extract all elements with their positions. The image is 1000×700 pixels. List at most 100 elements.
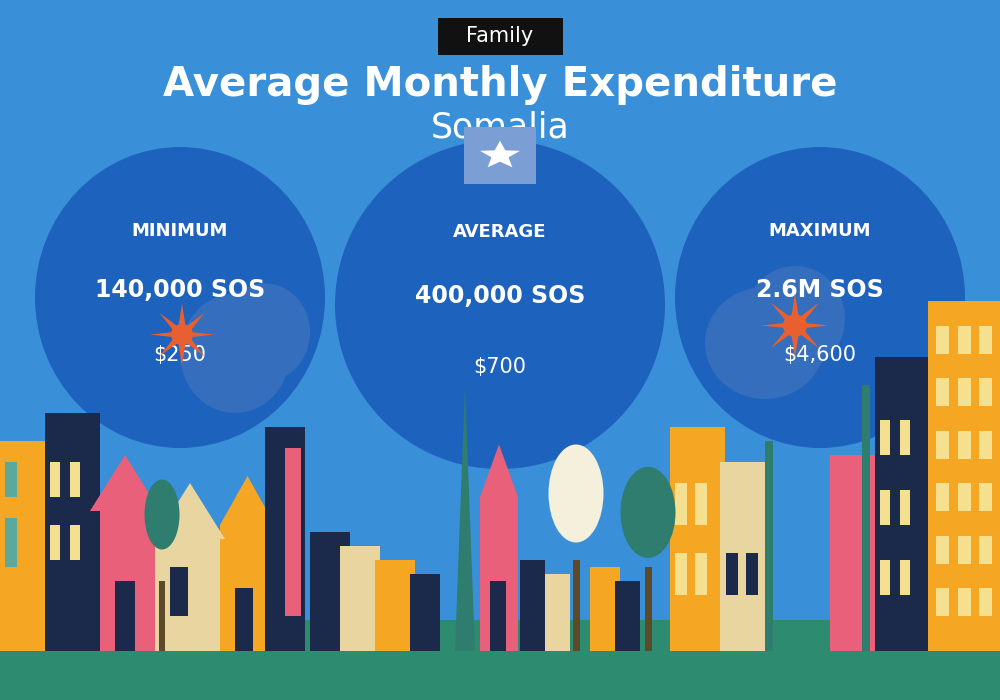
Bar (726, 553, 738, 595)
Bar (50, 462, 60, 497)
Polygon shape (90, 455, 160, 511)
Bar (573, 560, 580, 651)
Bar (265, 427, 305, 651)
Bar (979, 430, 992, 458)
Bar (615, 581, 640, 651)
Bar (70, 462, 80, 497)
Bar (900, 560, 910, 595)
Polygon shape (178, 332, 205, 356)
Text: 2.6M SOS: 2.6M SOS (756, 278, 884, 302)
FancyBboxPatch shape (464, 127, 536, 184)
Ellipse shape (548, 444, 604, 542)
Text: $4,600: $4,600 (784, 344, 856, 365)
Bar (936, 430, 949, 458)
Bar (340, 546, 380, 651)
Text: 400,000 SOS: 400,000 SOS (415, 284, 585, 308)
Bar (936, 483, 949, 511)
Bar (900, 490, 910, 525)
Bar (480, 497, 518, 651)
Bar (410, 574, 440, 651)
Polygon shape (771, 323, 799, 349)
Bar (936, 326, 949, 354)
FancyBboxPatch shape (438, 18, 562, 55)
Bar (695, 483, 707, 525)
Bar (670, 427, 725, 651)
Text: Family: Family (466, 27, 534, 46)
Bar (830, 455, 885, 651)
Bar (645, 567, 652, 651)
Bar (880, 490, 890, 525)
Bar (979, 326, 992, 354)
Text: 140,000 SOS: 140,000 SOS (95, 278, 265, 302)
Polygon shape (177, 335, 187, 365)
Bar (936, 588, 949, 616)
Bar (979, 483, 992, 511)
Polygon shape (480, 444, 518, 497)
Text: MINIMUM: MINIMUM (132, 223, 228, 240)
Bar (45, 413, 100, 651)
Bar (5, 462, 17, 497)
Polygon shape (150, 331, 182, 338)
Bar (880, 420, 890, 455)
Text: Somalia: Somalia (431, 111, 569, 144)
Polygon shape (791, 323, 819, 349)
Ellipse shape (35, 147, 325, 448)
Bar (50, 525, 60, 560)
Bar (958, 588, 971, 616)
Bar (936, 378, 949, 406)
Bar (875, 357, 930, 651)
Ellipse shape (620, 467, 676, 558)
Bar (746, 553, 758, 595)
Bar (979, 536, 992, 564)
Ellipse shape (745, 266, 845, 371)
Ellipse shape (180, 294, 290, 413)
Bar (490, 581, 506, 651)
Text: AVERAGE: AVERAGE (453, 223, 547, 241)
Ellipse shape (171, 324, 193, 345)
Bar (545, 574, 570, 651)
Bar (720, 462, 770, 651)
Bar (958, 430, 971, 458)
Bar (675, 483, 687, 525)
Polygon shape (220, 476, 275, 525)
Bar (285, 448, 301, 616)
Bar (590, 567, 620, 651)
Bar (0, 620, 1000, 700)
Polygon shape (159, 313, 186, 337)
Bar (310, 532, 350, 651)
Bar (375, 560, 415, 651)
Polygon shape (795, 322, 829, 329)
Polygon shape (159, 332, 186, 356)
Bar (928, 301, 1000, 651)
Bar (958, 536, 971, 564)
Polygon shape (761, 322, 795, 329)
Bar (220, 525, 275, 651)
Ellipse shape (675, 147, 965, 448)
Bar (979, 588, 992, 616)
Bar (900, 420, 910, 455)
Bar (115, 581, 135, 651)
Bar (765, 441, 773, 651)
Bar (862, 385, 870, 651)
Polygon shape (790, 326, 800, 358)
Bar (155, 539, 225, 651)
Polygon shape (791, 302, 819, 328)
Polygon shape (178, 313, 205, 337)
Polygon shape (182, 331, 214, 338)
Bar (675, 553, 687, 595)
Ellipse shape (144, 480, 180, 550)
Bar (0, 441, 55, 651)
Polygon shape (177, 304, 187, 335)
Bar (958, 378, 971, 406)
Bar (159, 581, 165, 651)
Bar (520, 560, 545, 651)
Ellipse shape (705, 287, 825, 399)
Ellipse shape (220, 284, 310, 382)
Bar (695, 553, 707, 595)
Bar (5, 518, 17, 567)
Bar (90, 511, 160, 651)
Bar (958, 483, 971, 511)
Text: $250: $250 (154, 344, 207, 365)
Polygon shape (790, 293, 800, 326)
Polygon shape (155, 483, 225, 539)
